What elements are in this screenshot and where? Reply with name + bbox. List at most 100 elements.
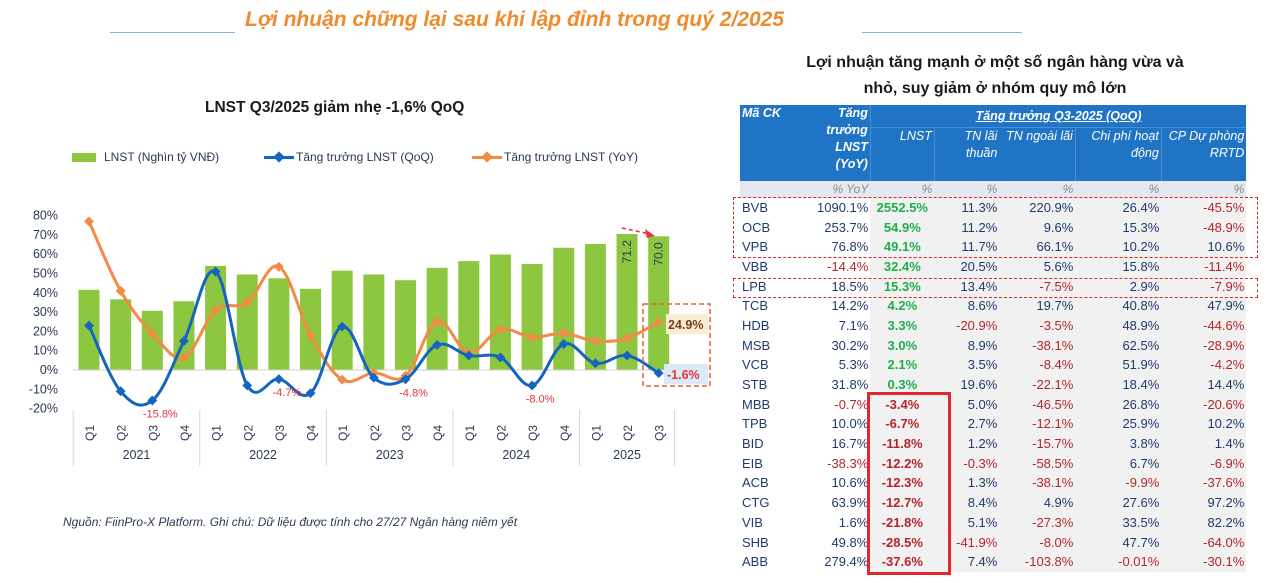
legend-bar-swatch: [72, 152, 96, 162]
title-rule-left: [110, 32, 235, 33]
x-tick-year: 2025: [613, 448, 641, 462]
y-tick-label: 70%: [33, 228, 58, 242]
bar: [331, 270, 353, 370]
value-cell: -15.7%: [999, 433, 1076, 454]
value-cell: 16.7%: [831, 436, 869, 452]
value-cell: -44.6%: [1161, 315, 1247, 336]
bar: [521, 263, 543, 370]
value-cell: 26.4%: [1075, 197, 1162, 218]
value-cell: 3.5%: [934, 355, 1000, 375]
value-cell: 63.9%: [831, 495, 869, 511]
value-cell: 40.8%: [1075, 295, 1162, 316]
value-cell: 7.1%: [838, 317, 869, 333]
bank-code: SHB: [742, 534, 769, 550]
bank-code: TCB: [742, 298, 768, 314]
value-cell: 30.2%: [831, 337, 869, 353]
value-cell: 8.9%: [934, 335, 1000, 355]
value-cell: 8.4%: [934, 492, 1000, 513]
table-row: VPB 76.8% 49.1% 11.7% 66.1% 10.2% 10.6%: [740, 236, 1247, 257]
line-marker: [210, 305, 221, 316]
bank-growth-table: Mã CK Tăng trưởng LNST (YoY) Tăng trưởng…: [740, 105, 1247, 572]
table-row: BID 16.7% -11.8% 1.2% -15.7% 3.8% 1.4%: [740, 433, 1247, 454]
table-row: BVB 1090.1% 2552.5% 11.3% 220.9% 26.4% -45.5%: [740, 197, 1247, 218]
header-code: Mã CK: [740, 105, 815, 181]
table-row: SHB 49.8% -28.5% -41.9% -8.0% 47.7% -64.0%: [740, 532, 1247, 552]
legend-label: Tăng trưởng LNST (YoY): [504, 150, 638, 164]
bank-code: BVB: [742, 199, 769, 215]
value-cell: 20.5%: [934, 256, 1000, 277]
value-cell: 11.3%: [934, 197, 1000, 218]
value-cell: -20.9%: [934, 315, 1000, 336]
bank-code: MBB: [742, 396, 771, 412]
table-row: VCB 5.3% 2.1% 3.5% -8.4% 51.9% -4.2%: [740, 355, 1247, 375]
value-cell: -11.4%: [1161, 256, 1247, 277]
line-marker: [527, 332, 538, 343]
value-cell: 1.4%: [1161, 433, 1247, 454]
line-marker: [337, 321, 348, 332]
line-marker: [653, 368, 664, 379]
value-cell: 97.2%: [1161, 492, 1247, 513]
value-cell: -0.3%: [934, 453, 1000, 474]
value-cell: 48.9%: [1075, 315, 1162, 336]
bar: [205, 265, 227, 370]
value-cell: 82.2%: [1161, 512, 1247, 533]
value-cell: 1.2%: [934, 433, 1000, 454]
lnst-qoq-cell: -21.8%: [870, 512, 935, 533]
value-cell: 1.3%: [934, 473, 1000, 493]
bar: [110, 299, 132, 370]
lnst-qoq-cell: 2552.5%: [870, 197, 935, 218]
unit-cell: %: [1075, 180, 1162, 198]
bank-code: TPB: [742, 416, 768, 432]
value-cell: -8.0%: [999, 532, 1076, 552]
table-title: Lợi nhuận tăng mạnh ở một số ngân hàng v…: [806, 54, 1184, 97]
bar: [553, 247, 575, 370]
value-cell: -38.1%: [999, 473, 1076, 493]
value-cell: 14.2%: [831, 298, 869, 314]
line-marker: [147, 395, 158, 406]
bar: [584, 243, 606, 370]
main-title: Lợi nhuận chững lại sau khi lập đỉnh tro…: [0, 8, 1280, 38]
lnst-qoq-cell: -12.7%: [870, 492, 935, 513]
lnst-qoq-cell: 0.3%: [870, 374, 935, 395]
value-cell: 66.1%: [999, 236, 1076, 257]
value-cell: 10.0%: [831, 416, 869, 432]
value-cell: 10.6%: [1161, 236, 1247, 257]
value-cell: -58.5%: [999, 453, 1076, 474]
bar: [300, 288, 322, 370]
table-row: VBB -14.4% 32.4% 20.5% 5.6% 15.8% -11.4%: [740, 256, 1247, 277]
x-tick-quarter: Q3: [146, 425, 160, 441]
source-note: Nguồn: FiinPro-X Platform. Ghi chú: Dữ l…: [63, 515, 518, 529]
value-cell: 27.6%: [1075, 492, 1162, 513]
x-tick-quarter: Q3: [400, 425, 414, 441]
title-rule-right: [862, 32, 1022, 33]
table-row: VIB 1.6% -21.8% 5.1% -27.3% 33.5% 82.2%: [740, 512, 1247, 533]
line-marker: [590, 358, 601, 369]
header-non-interest: TN ngoài lãi: [999, 127, 1076, 181]
value-cell: 8.6%: [934, 295, 1000, 316]
value-cell: 25.9%: [1075, 414, 1162, 434]
value-cell: -46.5%: [999, 394, 1076, 415]
value-cell: -38.3%: [827, 455, 869, 471]
value-cell: -28.9%: [1161, 335, 1247, 355]
bank-code: VBB: [742, 258, 769, 274]
value-cell: 3.8%: [1075, 433, 1162, 454]
y-tick-label: 60%: [33, 247, 58, 261]
qoq-annotation: -8.0%: [526, 393, 555, 405]
bar: [363, 274, 385, 370]
bar: [458, 261, 480, 370]
value-cell: -41.9%: [934, 532, 1000, 552]
value-cell: 5.3%: [838, 357, 869, 373]
unit-cell: % YoY: [815, 180, 871, 198]
qoq-annotation: -4.7%: [273, 387, 302, 399]
x-tick-quarter: Q3: [273, 425, 287, 441]
x-tick-quarter: Q4: [305, 425, 319, 441]
table-row: ABB 279.4% -37.6% 7.4% -103.8% -0.01% -30.1%: [740, 551, 1247, 572]
lnst-qoq-cell: 15.3%: [870, 276, 935, 296]
value-cell: 2.7%: [934, 414, 1000, 434]
value-cell: 253.7%: [824, 219, 869, 235]
bar: [268, 278, 290, 370]
legend-item-lnst: LNST (Nghìn tỷ VNĐ): [72, 150, 219, 164]
lnst-qoq-cell: 49.1%: [870, 236, 935, 257]
value-cell: 2.9%: [1075, 276, 1162, 296]
value-cell: 15.3%: [1075, 217, 1162, 237]
